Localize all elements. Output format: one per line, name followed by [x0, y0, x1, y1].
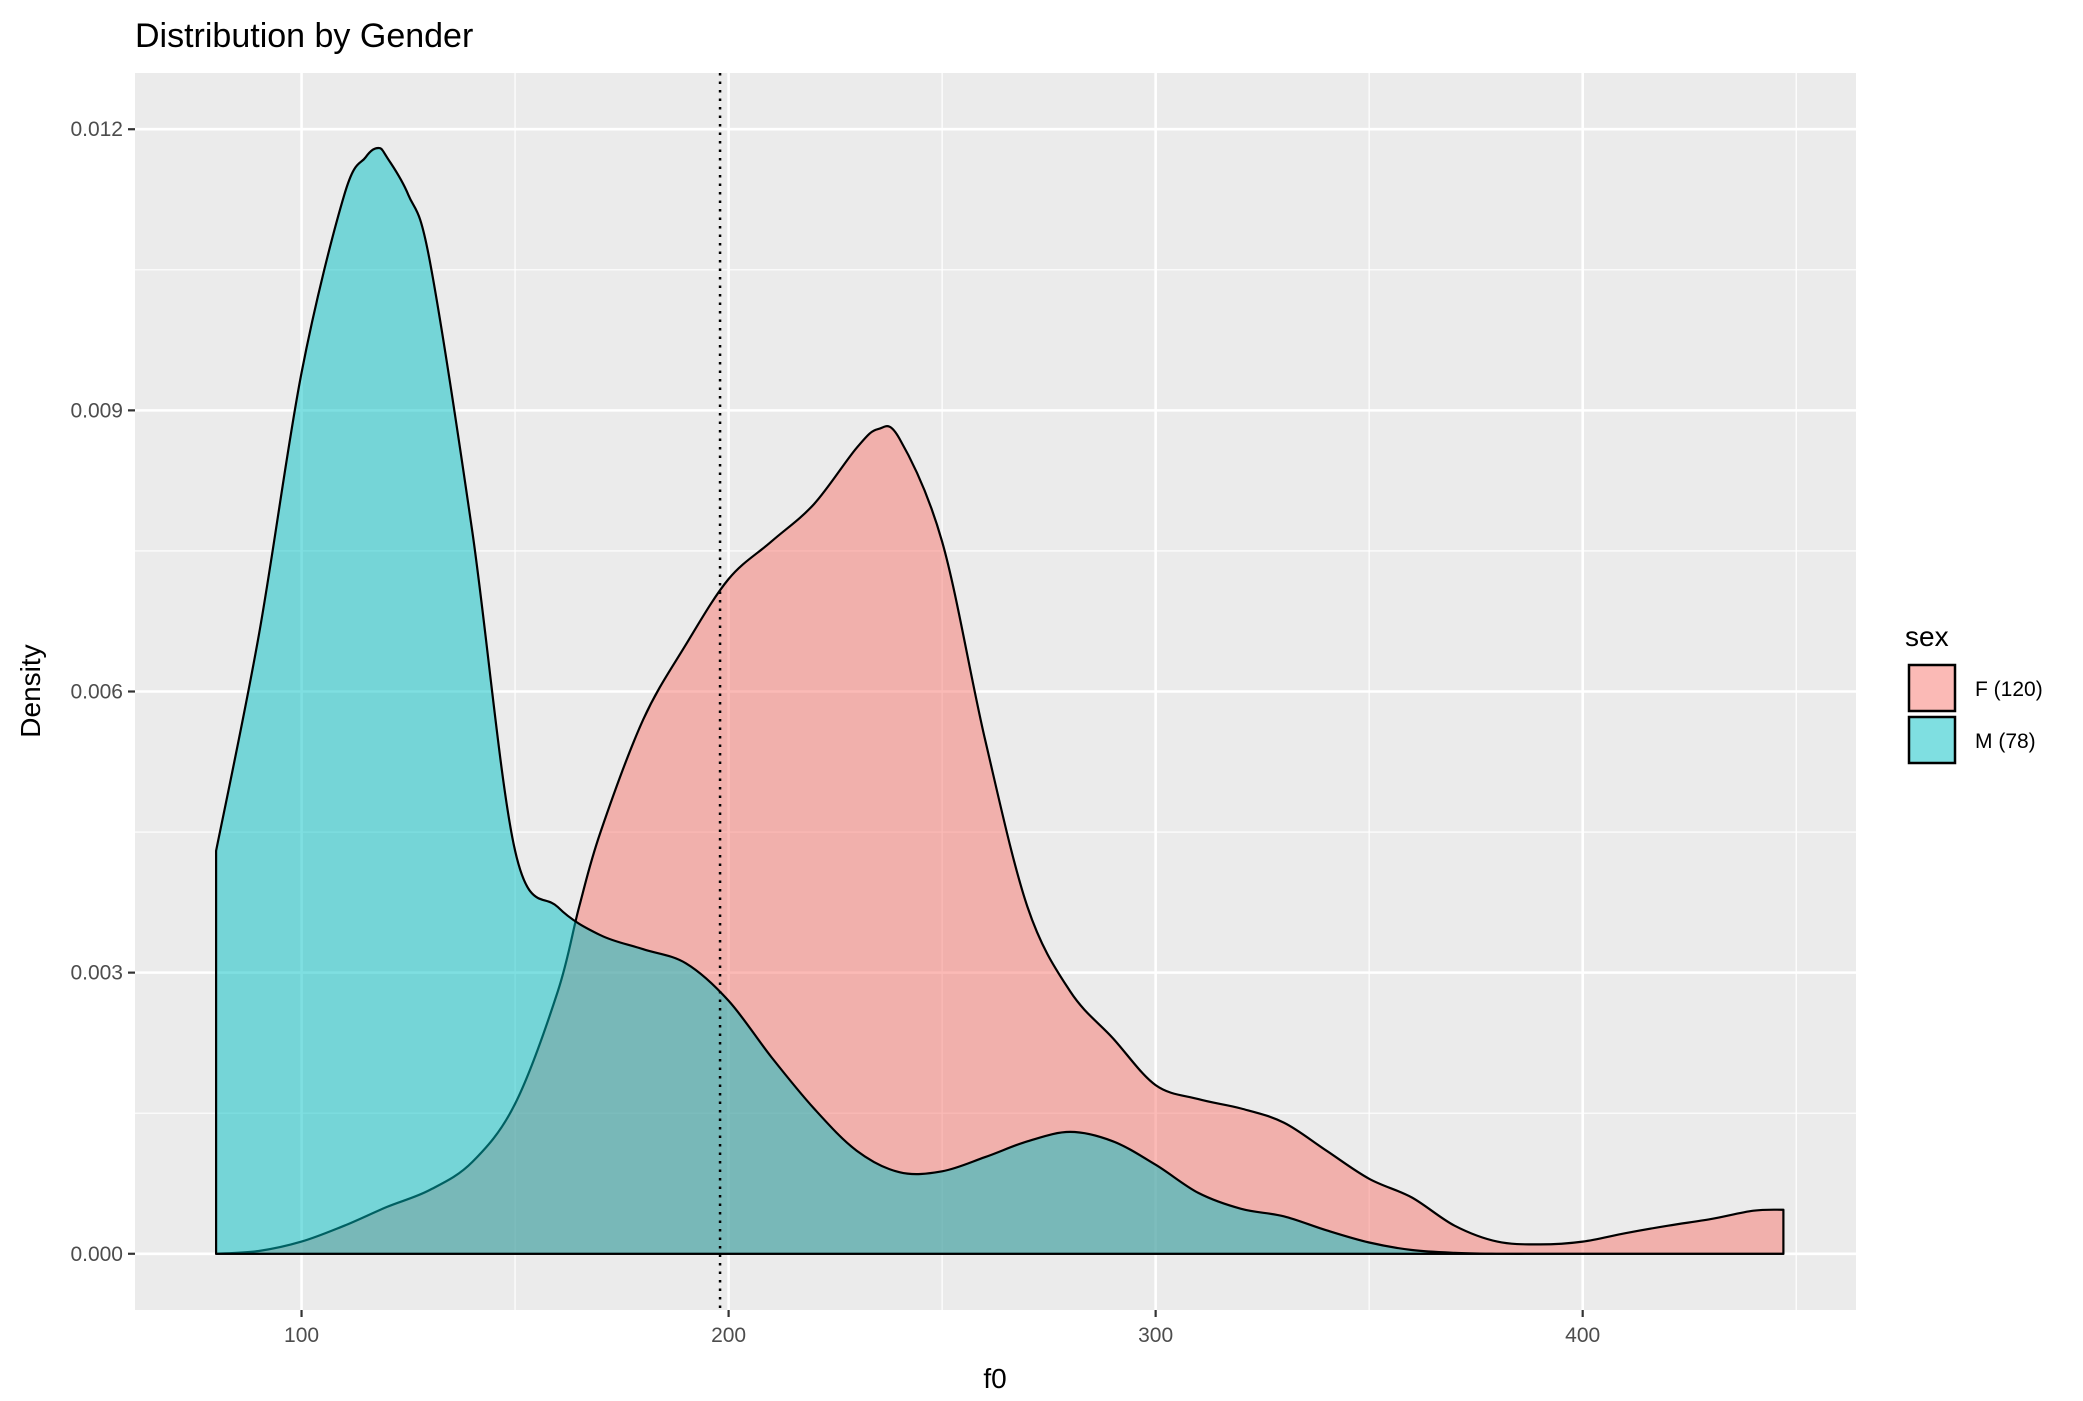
x-axis: 100 200 300 400 — [284, 1310, 1600, 1347]
legend-label-m: M (78) — [1975, 730, 2036, 753]
legend-key-f — [1907, 663, 1957, 713]
y-tick-label: 0.012 — [70, 118, 123, 141]
y-tick-label: 0.003 — [70, 962, 123, 985]
x-tick-label: 100 — [284, 1324, 319, 1347]
x-axis-title: f0 — [983, 1363, 1006, 1394]
x-tick-label: 400 — [1565, 1324, 1600, 1347]
y-axis: 0.000 0.003 0.006 0.009 0.012 — [70, 118, 135, 1266]
legend: sex F (120) M (78) — [1905, 621, 2043, 765]
legend-key-m — [1907, 715, 1957, 765]
density-areas — [215, 146, 1785, 1255]
legend-item-f: F (120) — [1907, 663, 2043, 713]
legend-title: sex — [1905, 621, 1949, 652]
x-tick-label: 300 — [1138, 1324, 1173, 1347]
density-area-m — [215, 146, 1785, 1255]
y-tick-label: 0.000 — [70, 1243, 123, 1266]
y-tick-label: 0.009 — [70, 399, 123, 422]
y-tick-label: 0.006 — [70, 681, 123, 704]
legend-item-m: M (78) — [1907, 715, 2036, 765]
legend-label-f: F (120) — [1975, 678, 2043, 701]
chart-title: Distribution by Gender — [135, 17, 473, 55]
x-tick-label: 200 — [711, 1324, 746, 1347]
y-axis-title: Density — [15, 644, 46, 737]
